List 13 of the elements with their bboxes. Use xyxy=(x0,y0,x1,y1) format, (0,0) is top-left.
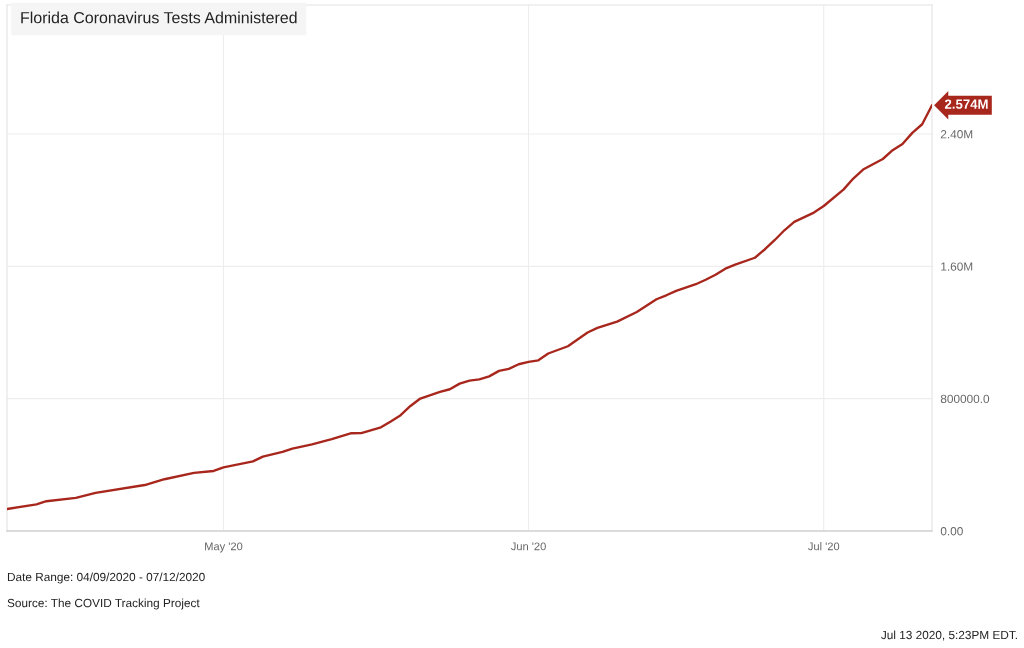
x-tick-label: Jul '20 xyxy=(808,542,840,551)
text: Date Range: 04/09/2020 - 07/12/2020 xyxy=(7,572,205,584)
x-tick-label: May '20 xyxy=(205,542,243,553)
x-tick-label: Jun '20 xyxy=(510,542,546,551)
source-note: Source: The COVID Tracking Project xyxy=(7,598,200,610)
line-series xyxy=(7,104,932,511)
annotation: 2.574M xyxy=(944,99,988,109)
text: Jul 13 2020, 5:23PM EDT. xyxy=(881,630,1017,641)
y-tick-label: 1.60M xyxy=(941,262,973,271)
y-tick-label: 2.40M xyxy=(940,130,973,139)
y-tick-label: 0.00 xyxy=(940,527,963,536)
y-tick-label: 800000.0 xyxy=(940,394,990,404)
chart-title: Florida Coronavirus Tests Administered xyxy=(21,11,297,24)
